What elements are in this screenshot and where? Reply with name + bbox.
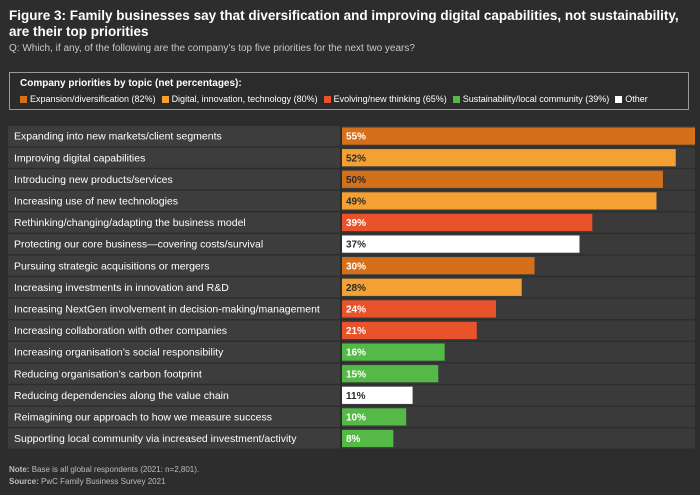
legend-label-evolving: Evolving/new thinking (65%)	[333, 94, 447, 104]
row-label-bg	[8, 406, 340, 427]
row-label-bg	[8, 212, 340, 233]
footnotes: Note: Base is all global respondents (20…	[9, 464, 199, 488]
row-label-bg	[8, 255, 340, 276]
bar-track	[342, 406, 695, 427]
category-label: Rethinking/changing/adapting the busines…	[14, 217, 246, 229]
bar	[342, 278, 522, 296]
row-label-bg	[8, 363, 340, 384]
legend-swatch-expansion	[20, 95, 27, 103]
category-label: Pursuing strategic acquisitions or merge…	[14, 260, 210, 272]
value-label: 10%	[346, 413, 366, 424]
bar-track	[342, 385, 695, 406]
legend-swatch-digital	[161, 95, 169, 103]
bar	[342, 257, 535, 275]
note-line: Note: Base is all global respondents (20…	[9, 464, 199, 476]
category-label: Increasing organisation’s social respons…	[14, 347, 224, 359]
category-label: Introducing new products/services	[14, 174, 173, 186]
category-label: Increasing investments in innovation and…	[14, 282, 229, 294]
legend-title: Company priorities by topic (net percent…	[20, 78, 242, 89]
row-label-bg	[8, 320, 340, 341]
source-label: Source:	[9, 477, 39, 486]
category-label: Increasing use of new technologies	[14, 196, 178, 208]
category-label: Increasing NextGen involvement in decisi…	[14, 304, 320, 316]
bar	[342, 321, 477, 340]
row-label-bg	[8, 234, 340, 255]
bar	[342, 213, 593, 232]
figure-subtitle: Q: Which, if any, of the following are t…	[9, 43, 415, 54]
legend-label-digital: Digital, innovation, technology (80%)	[171, 94, 318, 104]
value-label: 15%	[346, 369, 366, 380]
category-label: Reducing organisation’s carbon footprint	[14, 368, 202, 380]
bar	[342, 149, 676, 167]
value-label: 30%	[346, 261, 366, 272]
bar	[342, 127, 695, 145]
category-label: Increasing collaboration with other comp…	[14, 325, 227, 337]
value-label: 52%	[346, 153, 366, 164]
legend-item-sustainability: Sustainability/local community (39%)	[452, 94, 610, 104]
legend-item-expansion: Expansion/diversification (82%)	[20, 94, 156, 104]
category-label: Supporting local community via increased…	[14, 433, 297, 445]
category-label: Protecting our core business—covering co…	[14, 239, 263, 251]
row-label-bg	[8, 298, 340, 319]
legend-label-other: Other	[625, 94, 648, 104]
source-line: Source: PwC Family Business Survey 2021	[9, 476, 199, 488]
row-label-bg	[8, 342, 340, 363]
bar	[342, 343, 445, 361]
row-label-bg	[8, 277, 340, 298]
legend-swatch-sustainability	[452, 95, 460, 103]
source-text: PwC Family Business Survey 2021	[41, 477, 166, 486]
value-label: 50%	[346, 175, 366, 186]
bar	[342, 170, 663, 188]
category-label: Improving digital capabilities	[14, 152, 145, 164]
legend-item-digital: Digital, innovation, technology (80%)	[161, 94, 318, 104]
bar-chart: Expanding into new markets/client segmen…	[8, 126, 695, 449]
bar	[342, 429, 394, 448]
legend: Company priorities by topic (net percent…	[9, 72, 689, 110]
legend-label-expansion: Expansion/diversification (82%)	[30, 94, 156, 104]
bar	[342, 365, 439, 383]
category-label: Reimagining our approach to how we measu…	[14, 412, 272, 424]
row-label-bg	[8, 428, 340, 449]
legend-swatch-other	[615, 95, 623, 103]
value-label: 37%	[346, 240, 366, 251]
value-label: 8%	[346, 434, 361, 445]
bar	[342, 192, 657, 210]
note-text: Base is all global respondents (2021: n=…	[31, 465, 200, 474]
row-label-bg	[8, 126, 340, 147]
row-label-bg	[8, 147, 340, 168]
note-label: Note:	[9, 465, 30, 474]
category-label: Reducing dependencies along the value ch…	[14, 390, 229, 402]
bar-track	[342, 428, 695, 449]
row-label-bg	[8, 169, 340, 190]
value-label: 55%	[346, 132, 366, 143]
legend-swatch-evolving	[323, 95, 331, 103]
row-label-bg	[8, 190, 340, 211]
legend-item-evolving: Evolving/new thinking (65%)	[323, 94, 447, 104]
category-label: Expanding into new markets/client segmen…	[14, 131, 222, 143]
bar	[342, 300, 497, 318]
legend-label-sustainability: Sustainability/local community (39%)	[462, 94, 610, 104]
bar	[342, 386, 413, 404]
bar	[342, 235, 580, 253]
value-label: 24%	[346, 305, 366, 316]
value-label: 16%	[346, 348, 366, 359]
value-label: 21%	[346, 326, 366, 337]
bar	[342, 408, 407, 426]
value-label: 11%	[346, 391, 366, 402]
value-label: 39%	[346, 218, 366, 229]
value-label: 28%	[346, 283, 366, 294]
figure-title: Figure 3: Family businesses say that div…	[9, 8, 679, 39]
value-label: 49%	[346, 197, 366, 208]
row-label-bg	[8, 385, 340, 406]
legend-item-other: Other	[615, 94, 648, 104]
legend-items: Expansion/diversification (82%) Digital,…	[20, 94, 654, 104]
